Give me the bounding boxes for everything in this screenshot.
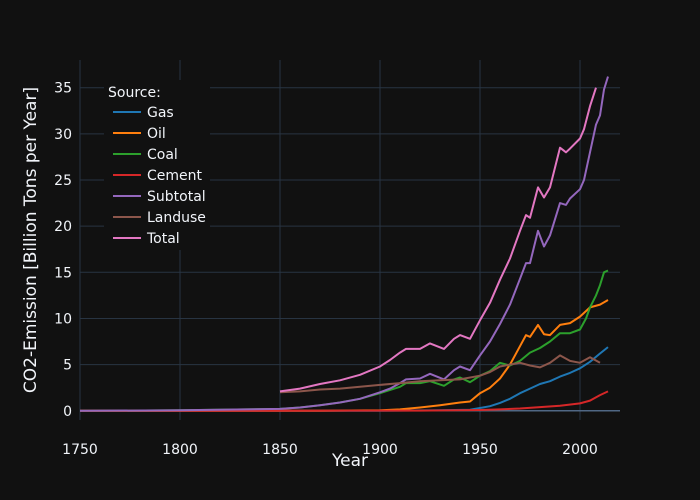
x-tick-label: 1800 xyxy=(162,442,198,458)
y-tick-label: 20 xyxy=(54,219,72,235)
series-line-cement xyxy=(79,390,609,412)
y-tick-label: 30 xyxy=(54,127,72,143)
legend-label-landuse: Landuse xyxy=(147,210,206,226)
series-line-oil xyxy=(80,299,609,412)
legend: Source: Gas Oil Coal Cement Subtotal Landuse T… xyxy=(104,80,210,250)
x-tick-label: 1850 xyxy=(262,442,298,458)
series-line-landuse xyxy=(279,354,601,394)
y-tick-label: 0 xyxy=(63,404,72,420)
series-line-subtotal xyxy=(79,76,609,412)
x-tick-label: 1950 xyxy=(462,442,498,458)
y-tick-label: 10 xyxy=(54,311,72,327)
x-tick-label: 2000 xyxy=(562,442,598,458)
series-line-total xyxy=(279,87,597,393)
legend-label-cement: Cement xyxy=(147,168,203,184)
series-lines xyxy=(79,76,609,412)
x-axis-title: Year xyxy=(331,451,368,471)
tick-labels: 1750 1800 1850 1900 1950 2000 0 5 10 15 20 25 30 35 xyxy=(54,81,598,458)
legend-label-subtotal: Subtotal xyxy=(147,189,206,205)
legend-title: Source: xyxy=(108,85,161,101)
y-tick-label: 35 xyxy=(54,81,72,97)
y-tick-label: 15 xyxy=(54,265,72,281)
legend-label-total: Total xyxy=(146,231,180,247)
y-axis-title: CO2-Emission [Billion Tons per Year] xyxy=(21,87,41,393)
legend-label-coal: Coal xyxy=(147,147,178,163)
legend-background xyxy=(104,80,210,250)
legend-label-oil: Oil xyxy=(147,126,166,142)
y-tick-label: 5 xyxy=(63,358,72,374)
y-tick-label: 25 xyxy=(54,173,72,189)
x-tick-label: 1750 xyxy=(62,442,98,458)
legend-label-gas: Gas xyxy=(147,105,174,121)
x-tick-label: 1900 xyxy=(362,442,398,458)
